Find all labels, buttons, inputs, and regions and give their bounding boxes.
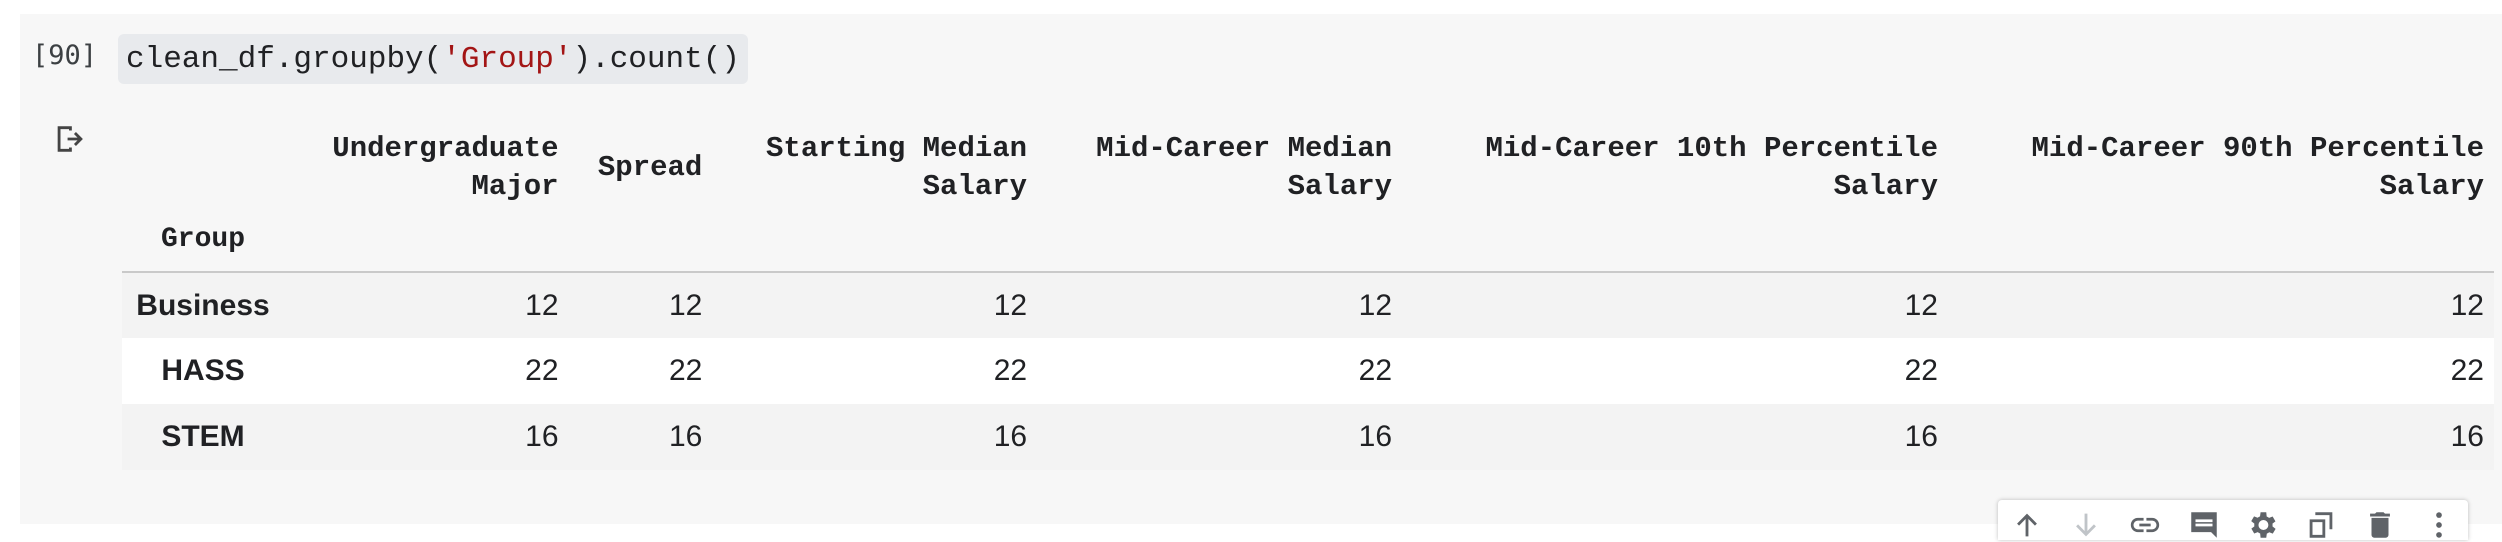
row-index: HASS — [161, 354, 245, 387]
row-index: Business — [136, 288, 270, 322]
index-name: Group — [160, 224, 245, 255]
link-icon[interactable] — [2128, 508, 2162, 542]
table-cell: 12 — [525, 288, 559, 322]
header-corner — [122, 122, 284, 214]
table-cell: 22 — [525, 354, 559, 387]
dataframe-table: Undergraduate Major Spread Starting Media… — [122, 122, 2494, 470]
output-dataframe: Undergraduate Major Spread Starting Media… — [122, 122, 2494, 470]
column-header-line: Mid-Career 90th Percentile — [2031, 132, 2484, 165]
mirror-cell-icon[interactable] — [2304, 508, 2338, 542]
column-header-line: Mid-Career Median — [1096, 132, 1393, 165]
gear-icon[interactable] — [2245, 508, 2279, 542]
column-header-line: Salary — [922, 170, 1028, 203]
column-header-mid-career-median-salary: Mid-Career Median Salary — [1037, 122, 1402, 214]
column-header-line: Mid-Career 10th Percentile — [1485, 132, 1938, 165]
row-index: STEM — [161, 420, 245, 453]
more-vert-icon[interactable] — [2422, 508, 2456, 542]
table-cell: 12 — [2450, 288, 2484, 322]
table-cell: 22 — [1358, 354, 1393, 387]
table-cell: 16 — [2450, 420, 2484, 453]
table-cell: 12 — [993, 288, 1028, 322]
code-editor[interactable]: clean_df.groupby('Group').count() — [118, 34, 748, 84]
column-header-starting-median-salary: Starting Median Salary — [712, 122, 1037, 214]
index-name-row: Group — [122, 214, 2494, 272]
execution-count[interactable]: [90] — [32, 40, 98, 71]
code-suffix: ).count() — [572, 41, 740, 77]
column-header-line: Salary — [2379, 170, 2484, 203]
code-string-arg: 'Group' — [442, 41, 573, 77]
table-row: Business 12 12 12 12 12 12 — [122, 272, 2494, 338]
code-prefix: clean_df.groupby( — [126, 41, 443, 77]
column-header-line: Salary — [1833, 170, 1938, 203]
table-cell: 12 — [668, 288, 703, 322]
table-cell: 22 — [993, 354, 1028, 387]
table-cell: 12 — [1904, 288, 1938, 322]
table-cell: 16 — [668, 420, 703, 453]
column-header-undergraduate-major: Undergraduate Major — [284, 122, 569, 214]
column-header-line: Starting Median — [766, 132, 1028, 165]
column-header-line: Undergraduate — [332, 132, 559, 165]
table-cell: 16 — [1358, 420, 1393, 453]
code-cell[interactable] — [20, 14, 2502, 524]
column-header-mid-career-10th-percentile-salary: Mid-Career 10th Percentile Salary — [1402, 122, 1948, 214]
arrow-down-icon[interactable] — [2069, 508, 2103, 542]
table-cell: 22 — [1904, 354, 1938, 387]
column-header-line: Spread — [597, 151, 703, 184]
column-header-mid-career-90th-percentile-salary: Mid-Career 90th Percentile Salary — [1948, 122, 2494, 214]
column-header-spread: Spread — [569, 122, 713, 214]
column-header-row: Undergraduate Major Spread Starting Media… — [122, 122, 2494, 214]
table-cell: 16 — [1904, 420, 1938, 453]
cell-toolbar — [1998, 500, 2468, 540]
output-actions-icon[interactable] — [52, 122, 86, 156]
table-row: STEM 16 16 16 16 16 16 — [122, 404, 2494, 470]
table-cell: 16 — [993, 420, 1028, 453]
comment-icon[interactable] — [2187, 508, 2221, 542]
table-cell: 22 — [2450, 354, 2484, 387]
table-cell: 22 — [668, 354, 703, 387]
column-header-line: Salary — [1287, 170, 1393, 203]
table-cell: 12 — [1358, 288, 1393, 322]
table-row: HASS 22 22 22 22 22 22 — [122, 338, 2494, 404]
table-cell: 16 — [525, 420, 559, 453]
delete-icon[interactable] — [2363, 508, 2397, 542]
arrow-up-icon[interactable] — [2010, 508, 2044, 542]
column-header-line: Major — [471, 170, 559, 203]
